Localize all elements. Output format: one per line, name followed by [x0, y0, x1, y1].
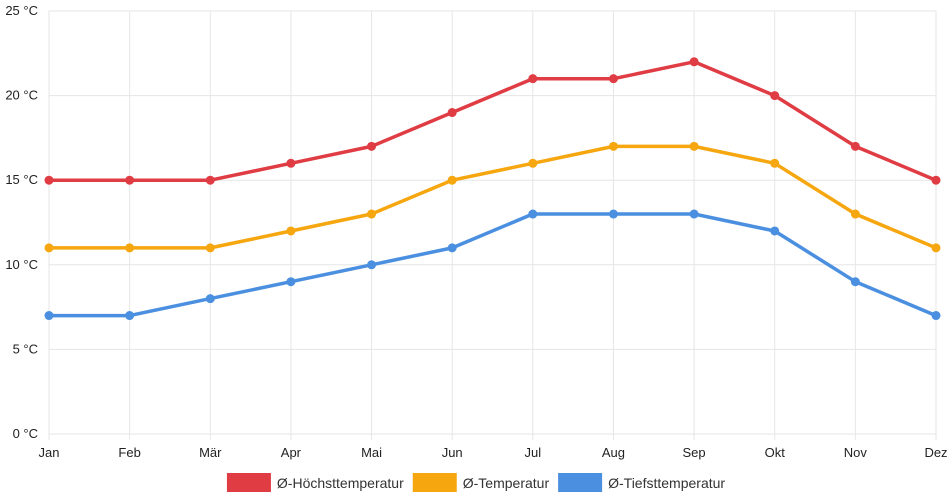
data-point[interactable]: [608, 74, 618, 84]
data-point[interactable]: [689, 209, 699, 219]
data-point[interactable]: [205, 243, 215, 253]
data-point[interactable]: [44, 311, 54, 321]
data-point[interactable]: [850, 277, 860, 287]
data-point[interactable]: [367, 141, 377, 151]
x-tick-label: Jul: [525, 445, 542, 460]
data-point[interactable]: [689, 57, 699, 67]
data-point[interactable]: [850, 141, 860, 151]
data-point[interactable]: [770, 91, 780, 101]
series-3: [44, 209, 941, 321]
legend-item-2[interactable]: Ø-Temperatur: [412, 473, 550, 492]
series-2: [44, 141, 941, 253]
data-point[interactable]: [205, 294, 215, 304]
y-axis-tick-labels: 0 °C 5 °C 10 °C 15 °C 20 °C 25 °C: [5, 3, 38, 441]
data-point[interactable]: [286, 277, 296, 287]
legend-label: Ø-Tiefsttemperatur: [608, 475, 725, 491]
grid: [48, 10, 937, 440]
legend-label: Ø-Höchsttemperatur: [277, 475, 404, 491]
x-tick-label: Apr: [281, 445, 302, 460]
data-point[interactable]: [367, 209, 377, 219]
y-tick-label: 10 °C: [5, 257, 38, 272]
series-lines: [44, 57, 941, 321]
data-point[interactable]: [931, 175, 941, 185]
data-point[interactable]: [689, 141, 699, 151]
data-point[interactable]: [286, 158, 296, 168]
series-line: [47, 144, 938, 250]
x-tick-label: Nov: [844, 445, 868, 460]
legend-item-1[interactable]: Ø-Höchsttemperatur: [226, 473, 404, 492]
data-point[interactable]: [770, 158, 780, 168]
x-tick-label: Mär: [199, 445, 222, 460]
data-point[interactable]: [367, 260, 377, 270]
data-point[interactable]: [44, 243, 54, 253]
legend-label: Ø-Temperatur: [463, 475, 550, 491]
y-tick-label: 0 °C: [13, 426, 38, 441]
data-point[interactable]: [931, 311, 941, 321]
legend[interactable]: Ø-Höchsttemperatur Ø-Temperatur Ø-Tiefstte…: [226, 473, 725, 492]
legend-item-3[interactable]: Ø-Tiefsttemperatur: [558, 473, 725, 492]
series-line: [47, 60, 938, 182]
y-tick-label: 5 °C: [13, 341, 38, 356]
data-point[interactable]: [44, 175, 54, 185]
x-tick-label: Aug: [602, 445, 625, 460]
data-point[interactable]: [608, 209, 618, 219]
x-axis-tick-labels: Jan Feb Mär Apr Mai Jun Jul Aug Sep Okt Nov Dez: [39, 445, 948, 460]
data-point[interactable]: [447, 175, 457, 185]
data-point[interactable]: [608, 141, 618, 151]
data-point[interactable]: [528, 158, 538, 168]
x-tick-label: Dez: [924, 445, 947, 460]
data-point[interactable]: [770, 226, 780, 236]
data-point[interactable]: [850, 209, 860, 219]
data-point[interactable]: [447, 108, 457, 118]
series-line: [47, 212, 938, 318]
data-point[interactable]: [286, 226, 296, 236]
data-point[interactable]: [125, 243, 135, 253]
y-tick-label: 25 °C: [5, 3, 38, 18]
y-tick-label: 20 °C: [5, 88, 38, 103]
data-point[interactable]: [205, 175, 215, 185]
legend-swatch: [412, 473, 457, 492]
legend-swatch: [226, 473, 271, 492]
x-tick-label: Jun: [442, 445, 463, 460]
x-tick-label: Okt: [765, 445, 786, 460]
data-point[interactable]: [125, 175, 135, 185]
legend-swatch: [558, 473, 603, 492]
series-1: [44, 57, 941, 185]
data-point[interactable]: [125, 311, 135, 321]
data-point[interactable]: [528, 74, 538, 84]
data-point[interactable]: [528, 209, 538, 219]
data-point[interactable]: [447, 243, 457, 253]
x-tick-label: Feb: [118, 445, 140, 460]
x-tick-label: Mai: [361, 445, 382, 460]
data-point[interactable]: [931, 243, 941, 253]
x-tick-label: Jan: [39, 445, 60, 460]
y-tick-label: 15 °C: [5, 172, 38, 187]
x-tick-label: Sep: [683, 445, 706, 460]
